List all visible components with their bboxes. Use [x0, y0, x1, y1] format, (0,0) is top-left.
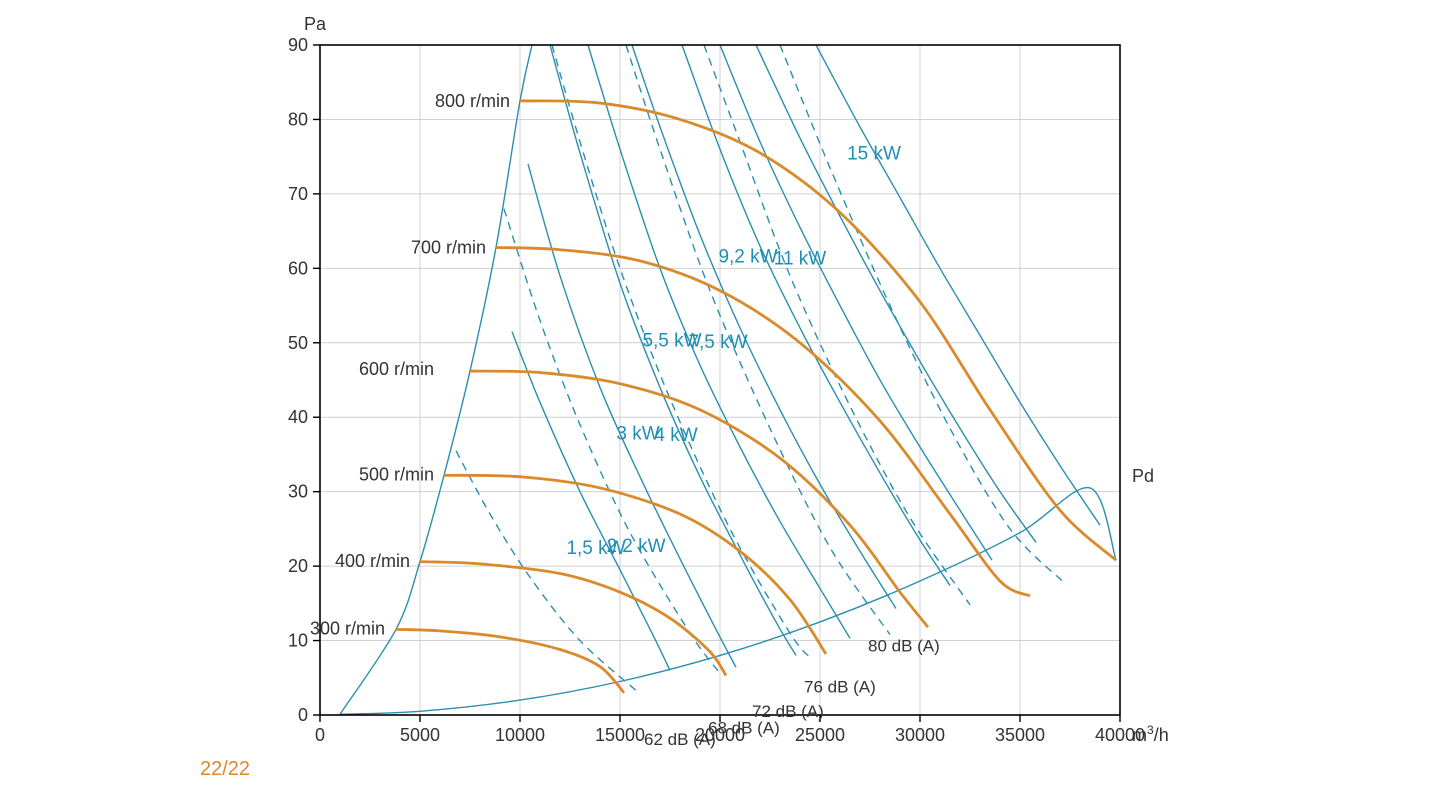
rpm-curve: [396, 629, 624, 692]
fan-performance-chart: 0500010000150002000025000300003500040000…: [0, 0, 1445, 806]
power-label: 4 kW: [654, 425, 697, 446]
sound-curve: [780, 45, 1064, 582]
power-label: 2,2 kW: [606, 536, 665, 557]
page-number: 22/22: [200, 758, 250, 780]
x-tick-label: 25000: [795, 725, 845, 745]
y-tick-label: 10: [288, 631, 308, 651]
y-axis-label: Pa: [304, 14, 327, 34]
x-tick-label: 5000: [400, 725, 440, 745]
sound-label: 62 dB (A): [644, 730, 716, 749]
x-tick-label: 10000: [495, 725, 545, 745]
y-tick-label: 40: [288, 407, 308, 427]
power-curve: [528, 164, 736, 667]
rpm-label: 700 r/min: [411, 237, 486, 257]
sound-label: 80 dB (A): [868, 637, 940, 656]
power-label: 9,2 kW: [718, 246, 777, 267]
x-tick-label: 30000: [895, 725, 945, 745]
sound-curve: [552, 45, 812, 659]
sound-curve: [704, 45, 970, 605]
pd-label: Pd: [1132, 466, 1154, 486]
x-axis-label: m3/h: [1132, 723, 1169, 745]
y-tick-label: 30: [288, 482, 308, 502]
power-label: 7,5 kW: [688, 332, 747, 353]
y-tick-label: 20: [288, 556, 308, 576]
power-curve: [632, 45, 896, 609]
y-tick-label: 0: [298, 705, 308, 725]
sound-label: 76 dB (A): [804, 678, 876, 697]
y-tick-label: 70: [288, 184, 308, 204]
power-curve: [720, 45, 992, 560]
x-tick-label: 35000: [995, 725, 1045, 745]
y-tick-label: 50: [288, 333, 308, 353]
rpm-label: 400 r/min: [335, 551, 410, 571]
y-tick-label: 60: [288, 258, 308, 278]
power-label: 15 kW: [847, 144, 901, 165]
sound-label: 68 dB (A): [708, 719, 780, 738]
rpm-label: 600 r/min: [359, 359, 434, 379]
rpm-label: 500 r/min: [359, 465, 434, 485]
pd-curve: [340, 488, 1116, 715]
sound-label: 72 dB (A): [752, 702, 824, 721]
power-curve: [816, 45, 1100, 525]
rpm-label: 300 r/min: [310, 619, 385, 639]
power-label: 3 kW: [616, 424, 659, 445]
x-tick-label: 15000: [595, 725, 645, 745]
rpm-label: 800 r/min: [435, 91, 510, 111]
x-tick-label: 0: [315, 725, 325, 745]
power-curve: [682, 45, 950, 585]
rpm-curve: [420, 562, 726, 676]
y-tick-label: 80: [288, 109, 308, 129]
boundary-curve: [340, 45, 532, 714]
power-label: 11 kW: [774, 249, 827, 270]
y-tick-label: 90: [288, 35, 308, 55]
